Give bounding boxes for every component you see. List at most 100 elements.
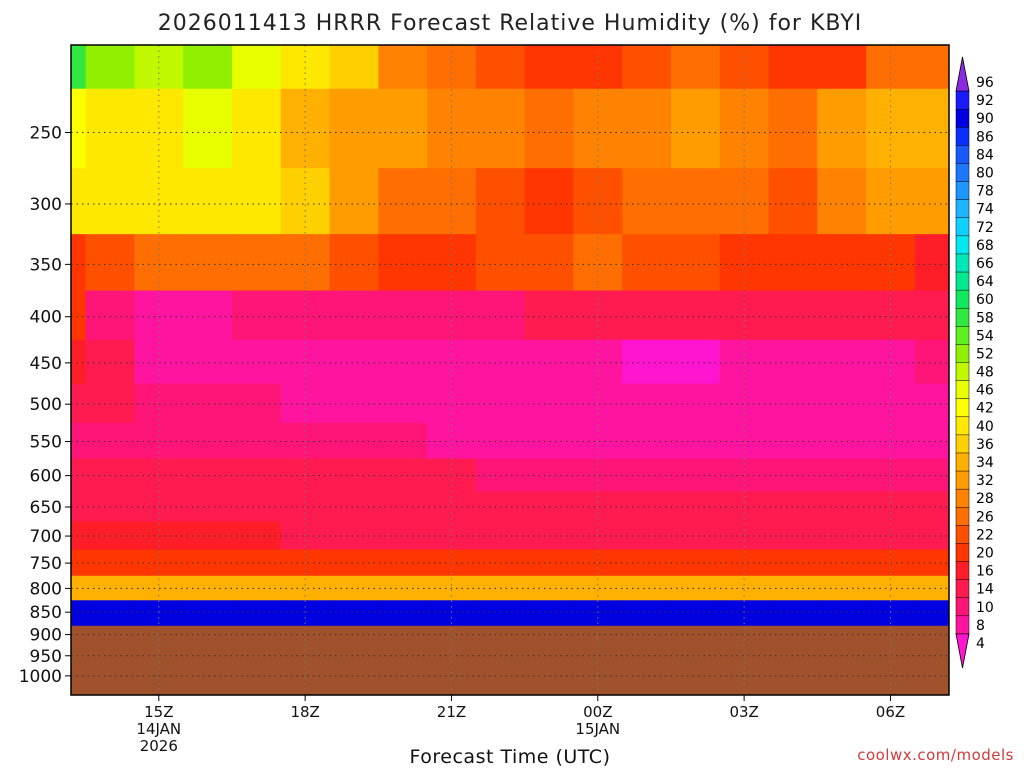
heatmap-cell [231,422,282,460]
colorbar-segment [955,235,970,255]
heatmap-cell [524,339,575,385]
heatmap-cell [183,575,233,601]
colorbar-segment [955,108,970,128]
heatmap-cell [378,575,428,601]
heatmap-cell [231,234,282,292]
colorbar-label: 78 [976,184,994,200]
colorbar-label: 34 [976,455,994,471]
colorbar-label: 16 [976,564,994,580]
colorbar-label: 64 [976,274,994,290]
colorbar-label: 42 [976,401,994,417]
credit-link[interactable]: coolwx.com/models [857,746,1014,764]
x-tick-label: 00Z [583,703,612,721]
heatmap-cell [378,234,428,292]
colorbar-label: 40 [976,419,994,435]
heatmap-cell [524,383,575,424]
heatmap-cell [85,234,136,292]
heatmap-cell [231,290,282,341]
heatmap-cell [768,549,818,577]
y-tick-label: 600 [30,467,62,487]
colorbar-segment [955,452,970,472]
heatmap-cell [573,491,623,523]
heatmap-cell [524,290,575,341]
x-tick-label: 2026 [140,737,178,755]
heatmap-cell [622,45,672,90]
heatmap-cell [719,491,770,523]
y-tick-label: 950 [30,647,62,667]
heatmap-cell [329,600,379,624]
heatmap-cell [670,339,721,385]
y-tick-label: 350 [30,255,62,275]
heatmap-cell [183,600,233,624]
colorbar-segment [955,199,970,219]
heatmap-cell [817,422,867,460]
y-tick-label: 1000 [19,667,62,687]
grid-lines [71,45,949,695]
heatmap-cell [768,521,818,551]
heatmap-cell [71,491,87,523]
colorbar-label: 20 [976,545,994,561]
colorbar-label: 28 [976,491,994,507]
heatmap-cell [817,45,867,90]
colorbar-segment [955,507,970,526]
heatmap-cell [817,168,867,235]
heatmap-cell [768,88,818,169]
heatmap-cell [378,491,428,523]
heatmap-cell [85,383,136,424]
heatmap-cell [768,600,818,624]
colorbar-segment [955,597,970,617]
x-tick-label: 15Z [144,703,173,721]
colorbar-label: 68 [976,238,994,254]
colorbar-label: 54 [976,328,994,344]
heatmap-cell [378,88,428,169]
heatmap-cell [622,458,672,492]
heatmap-cell [622,168,672,235]
heatmap-cell [183,422,233,460]
heatmap-cell [622,600,672,624]
colorbar-segment [955,90,970,110]
heatmap-cell [231,45,282,90]
heatmap-cell [914,600,949,624]
heatmap-cell [622,521,672,551]
colorbar-segment [955,56,970,92]
colorbar-label: 52 [976,346,994,362]
colorbar-segment [955,289,970,309]
heatmap-cell [573,168,623,235]
colorbar-label: 36 [976,437,994,453]
heatmap-cell [329,45,379,90]
heatmap-cell [524,549,575,577]
colorbar-segment [955,326,970,346]
heatmap-cell [524,45,575,90]
heatmap-cell [183,234,233,292]
heatmap-cell [231,600,282,624]
heatmap-cell [524,575,575,601]
heatmap-cell [475,45,526,90]
colorbar-label: 48 [976,365,994,381]
colorbar-segment [955,633,970,669]
heatmap-cell [85,88,136,169]
colorbar-segment [955,253,970,273]
heatmap-cell [378,45,428,90]
heatmap-cell [475,290,526,341]
heatmap-cell [231,491,282,523]
heatmap-cell [768,383,818,424]
heatmap-cell [71,458,87,492]
y-tick-label: 500 [30,395,62,415]
colorbar-segment [955,416,970,436]
colorbar-segment [955,145,970,165]
heatmap-cell [378,600,428,624]
colorbar-label: 84 [976,147,994,163]
heatmap-cell [378,290,428,341]
heatmap-cell [670,234,721,292]
y-tick-label: 400 [30,308,62,328]
chart-title: 2026011413 HRRR Forecast Relative Humidi… [158,11,862,36]
heatmap-cell [329,575,379,601]
heatmap-cell [670,458,721,492]
heatmap-cell [71,88,87,169]
y-tick-label: 850 [30,603,62,623]
heatmap-cell [524,234,575,292]
heatmap-cell [71,339,87,385]
plot-frame [70,44,950,696]
heatmap-cell [183,168,233,235]
heatmap-cell [183,383,233,424]
